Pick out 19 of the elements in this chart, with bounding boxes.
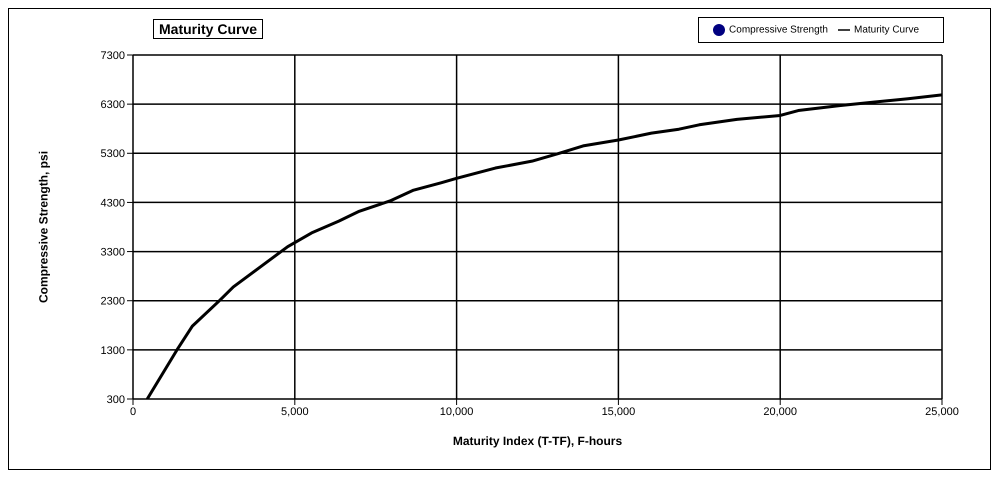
x-axis-title: Maturity Index (T-TF), F-hours bbox=[452, 434, 622, 448]
x-tick-label: 20,000 bbox=[763, 406, 798, 418]
x-tick-label: 0 bbox=[130, 406, 136, 418]
x-tick-label: 5,000 bbox=[281, 406, 309, 418]
x-tick-label: 25,000 bbox=[925, 406, 959, 418]
y-tick-label: 2300 bbox=[100, 296, 125, 308]
legend-label: Maturity Curve bbox=[854, 24, 919, 36]
y-tick-label: 7300 bbox=[100, 50, 125, 62]
y-tick-label: 6300 bbox=[100, 99, 125, 112]
legend-label: Compressive Strength bbox=[729, 24, 828, 36]
y-tick-label: 4300 bbox=[100, 197, 125, 210]
x-tick-label: 10,000 bbox=[440, 406, 474, 418]
x-tick-label: 15,000 bbox=[602, 406, 636, 418]
chart-title: Maturity Curve bbox=[153, 19, 264, 39]
y-tick-label: 300 bbox=[106, 394, 125, 406]
y-tick-label: 1300 bbox=[100, 344, 125, 357]
y-tick-label: 5300 bbox=[100, 148, 125, 160]
y-axis-title: Compressive Strength, psi bbox=[36, 150, 50, 304]
y-tick-label: 3300 bbox=[100, 246, 125, 258]
